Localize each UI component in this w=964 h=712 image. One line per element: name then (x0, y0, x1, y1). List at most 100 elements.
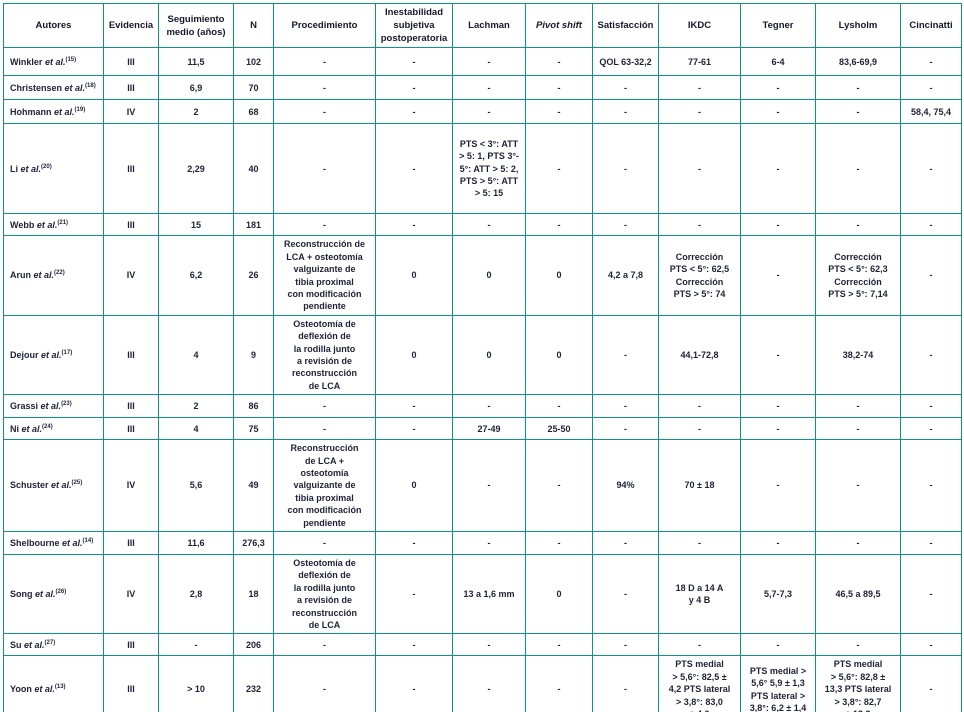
cell-lysholm: - (815, 633, 901, 657)
author-cell: Webb et al.(21) (3, 213, 104, 237)
cell-tegner: - (740, 314, 816, 396)
cell-pivot-shift: - (525, 633, 593, 657)
table-row: Arun et al.(22) IV 6,2 26 Reconstrucción de … (3, 235, 962, 316)
cell-pivot-shift: - (525, 123, 593, 215)
author-name: Webb (10, 219, 35, 230)
cell-cincinatti: - (900, 633, 962, 657)
cell-lysholm: - (815, 123, 901, 215)
cell-cincinatti: - (900, 314, 962, 396)
reference-superscript: (21) (57, 219, 69, 226)
cell-lachman: PTS < 3°: ATT > 5: 1, PTS 3°- 5°: ATT > … (452, 123, 526, 215)
cell-n: 18 (233, 554, 274, 635)
cell-seguimiento: 11,5 (158, 47, 234, 77)
cell-seguimiento: 2 (158, 394, 234, 419)
cell-inestabilidad: - (375, 633, 453, 657)
cell-seguimiento: - (158, 633, 234, 657)
cell-seguimiento: 5,6 (158, 439, 234, 533)
cell-inestabilidad: - (375, 531, 453, 556)
author-name: Dejour (10, 349, 39, 360)
cell-n: 75 (233, 417, 274, 441)
author-name: Song (10, 589, 33, 600)
table-header: Autores Evidencia Seguimiento medio (años)… (3, 2, 962, 49)
reference-superscript: (23) (61, 401, 72, 407)
cell-satisfaccion: 4,2 a 7,8 (592, 235, 659, 316)
cell-lysholm: - (815, 417, 901, 441)
cell-satisfaccion: - (592, 554, 659, 635)
cell-satisfaccion: - (592, 314, 659, 396)
reference-superscript: (14) (82, 537, 94, 544)
table-row: Schuster et al.(25) IV 5,6 49 Reconstrucción… (3, 439, 962, 533)
cell-satisfaccion: - (592, 531, 659, 556)
cell-satisfaccion: - (592, 633, 659, 657)
cell-lachman: - (452, 531, 526, 556)
cell-lachman: 27-49 (452, 417, 526, 441)
column-header-tegner: Tegner (740, 2, 816, 49)
cell-evidencia: III (103, 314, 159, 396)
author-etal: et al. (40, 401, 62, 411)
cell-lachman: - (452, 213, 526, 237)
cell-procedimiento: - (273, 417, 376, 441)
author-name: Christensen (10, 82, 63, 93)
cell-pivot-shift: - (525, 99, 593, 125)
column-header-lysholm: Lysholm (815, 2, 901, 49)
author-etal: et al. (51, 480, 72, 491)
cell-n: 40 (233, 123, 274, 215)
cell-inestabilidad: 0 (375, 314, 453, 396)
cell-n: 9 (233, 314, 274, 396)
cell-seguimiento: 6,2 (158, 235, 234, 316)
cell-pivot-shift: - (525, 75, 593, 101)
cell-lysholm: 38,2-74 (815, 314, 901, 396)
author-etal: et al. (36, 219, 58, 230)
reference-superscript: (24) (42, 423, 53, 430)
column-header-inestabilidad: Inestabilidad subjetiva postoperatoria (375, 2, 453, 49)
cell-procedimiento: Osteotomía de deflexión de la rodilla ju… (273, 314, 376, 396)
table-row: Webb et al.(21) III 15 181- - - - - - - - - (3, 213, 962, 237)
table-row: Li et al.(20) III 2,29 40- - PTS < 3°: ATT > … (3, 123, 962, 215)
cell-seguimiento: 2,29 (158, 123, 234, 215)
cell-ikdc: Corrección PTS < 5°: 62,5 Corrección PTS… (658, 235, 741, 316)
cell-ikdc: - (658, 531, 741, 556)
cell-n: 49 (233, 439, 274, 533)
author-etal: et al. (35, 589, 56, 600)
cell-ikdc: 18 D a 14 A y 4 B (658, 554, 741, 635)
cell-tegner: - (740, 633, 816, 657)
cell-cincinatti: - (900, 417, 962, 441)
reference-superscript: (25) (71, 480, 83, 487)
cell-procedimiento: Osteotomía de deflexión de la rodilla ju… (273, 554, 376, 635)
author-name: Shelbourne (10, 537, 60, 548)
cell-tegner: - (740, 531, 816, 556)
cell-tegner: - (740, 394, 816, 419)
cell-evidencia: III (103, 417, 159, 441)
review-table: Autores Evidencia Seguimiento medio (años)… (3, 2, 962, 712)
author-name: Yoon (10, 684, 32, 695)
cell-procedimiento: Reconstrucción de LCA + osteotomía valgu… (273, 235, 376, 316)
cell-lachman: - (452, 394, 526, 419)
cell-evidencia: III (103, 123, 159, 215)
cell-pivot-shift: 0 (525, 554, 593, 635)
cell-cincinatti: - (900, 554, 962, 635)
cell-evidencia: IV (103, 99, 159, 125)
cell-ikdc: - (658, 633, 741, 657)
cell-procedimiento: - (273, 394, 376, 419)
cell-evidencia: III (103, 633, 159, 657)
cell-ikdc: - (658, 99, 741, 125)
cell-procedimiento: - (273, 75, 376, 101)
cell-n: 26 (233, 235, 274, 316)
cell-lachman: - (452, 47, 526, 77)
cell-lysholm: 46,5 a 89,5 (815, 554, 901, 635)
author-etal: et al. (34, 684, 55, 695)
cell-satisfaccion: - (592, 417, 659, 441)
author-etal: et al. (62, 537, 83, 548)
author-cell: Shelbourne et al.(14) (3, 531, 104, 556)
cell-lysholm: PTS medial > 5,6°: 82,8 ± 13,3 PTS later… (815, 655, 901, 712)
cell-inestabilidad: - (375, 123, 453, 215)
reference-superscript: (13) (54, 684, 66, 691)
cell-ikdc: - (658, 394, 741, 419)
cell-evidencia: III (103, 655, 159, 712)
cell-procedimiento: Reconstrucción de LCA + osteotomía valgu… (273, 439, 376, 533)
cell-ikdc: 77-61 (658, 47, 741, 77)
cell-ikdc: 44,1-72,8 (658, 314, 741, 396)
cell-cincinatti: - (900, 235, 962, 316)
cell-tegner: - (740, 439, 816, 533)
cell-inestabilidad: - (375, 554, 453, 635)
